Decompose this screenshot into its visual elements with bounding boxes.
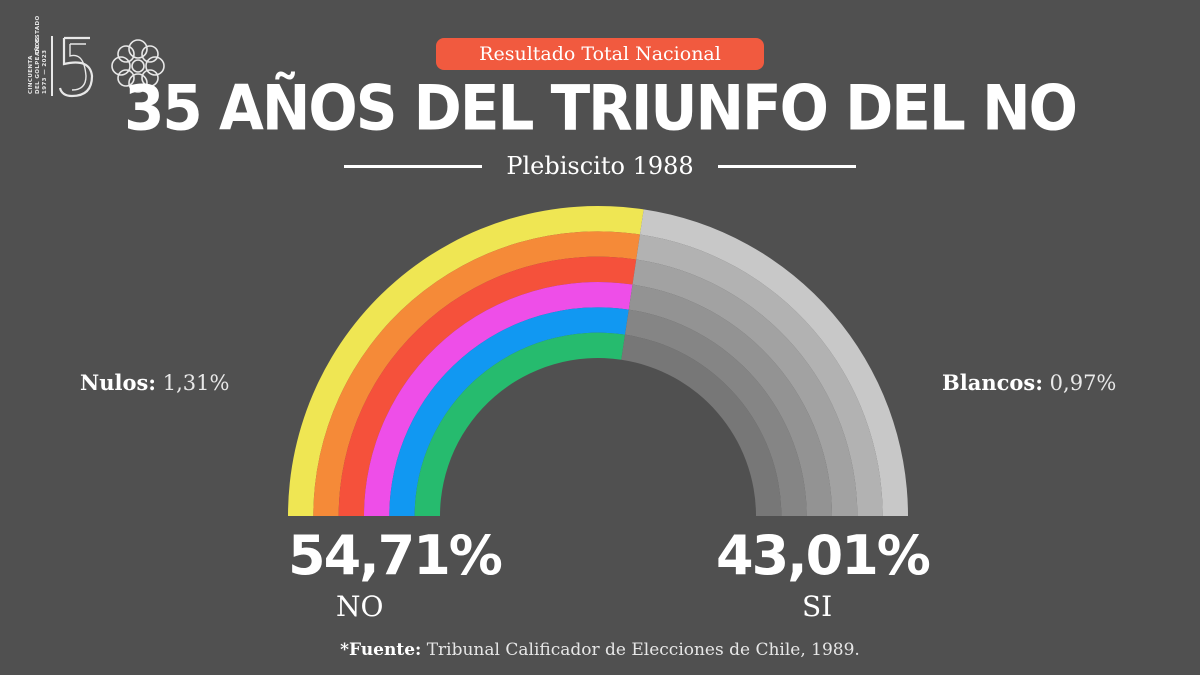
source-text: Tribunal Calificador de Elecciones de Ch… [426,640,860,660]
no-band-5 [389,307,629,516]
blancos-label: Blancos: 0,97% [942,370,1116,395]
page-title: 35 AÑOS DEL TRIUNFO DEL NO [124,71,1078,145]
source-label: *Fuente: [340,640,422,660]
subtitle-row: Plebiscito 1988 [344,148,856,184]
no-band-3 [338,256,637,516]
si-band-2 [636,234,883,516]
si-percent: 43,01% [716,524,931,587]
subtitle: Plebiscito 1988 [506,152,694,180]
nulos-value: 1,31% [162,371,230,395]
nulos-label: Nulos: 1,31% [80,370,229,395]
logo-50-anos: CINCUENTA DEL GOLPE DE ESTADO 1973 — 202… [24,15,174,100]
si-band-1 [639,209,908,516]
logo-graphic [51,36,165,98]
source-note: *Fuente: Tribunal Calificador de Eleccio… [0,640,1200,660]
no-percent: 54,71% [288,524,503,587]
subtitle-rule-right [718,165,856,168]
subtitle-rule-left [344,165,482,168]
si-band-3 [632,259,858,516]
flower-icon [111,39,165,93]
si-band-6 [621,334,782,516]
no-band-2 [313,231,640,516]
blancos-title: Blancos: [942,370,1043,395]
si-label: SI [802,590,833,623]
si-band-5 [625,309,807,516]
no-band-1 [288,206,644,517]
no-band-6 [414,332,626,516]
no-label: NO [336,590,384,623]
si-band-4 [628,284,832,516]
blancos-value: 0,97% [1049,371,1117,395]
result-badge: Resultado Total Nacional [436,38,764,70]
no-band-4 [364,282,633,516]
nulos-title: Nulos: [80,370,157,395]
